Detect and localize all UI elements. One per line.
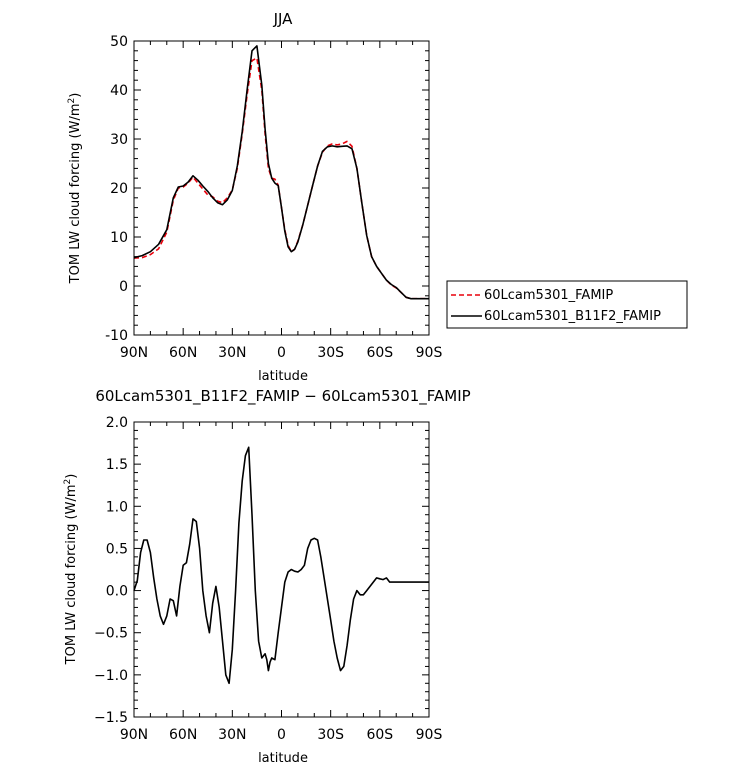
legend-label-famip: 60Lcam5301_FAMIP [484,288,613,303]
y-tick-label: 40 [110,83,128,99]
x-tick-label: 30N [218,727,246,743]
x-tick-label: 90S [416,727,443,743]
legend-label-b11f2: 60Lcam5301_B11F2_FAMIP [484,309,661,324]
y-tick-label: 50 [110,34,128,50]
chart-bottom-ylabel-close: ) [64,474,79,479]
chart-top-xlabel: latitude [258,369,308,384]
y-tick-label: 20 [110,181,128,197]
y-tick-label: 1.5 [106,457,128,473]
y-tick-label: 10 [110,230,128,246]
y-tick-label: −1.5 [94,710,128,726]
chart-bottom-ylabel-sup: 2 [63,479,73,485]
chart-bottom-title: 60Lcam5301_B11F2_FAMIP − 60Lcam5301_FAMI… [95,387,470,406]
series-line-60lcam5301-famip [133,57,429,300]
chart-bottom-ylabel: TOM LW cloud forcing (W/m2) [63,474,79,666]
y-tick-label: -10 [105,328,128,344]
y-tick-label: 2.0 [106,415,128,431]
x-tick-label: 30S [317,727,344,743]
x-tick-label: 0 [277,345,286,361]
chart-top-y-ticks: -10 0 10 20 30 40 50 [105,34,429,344]
series-line-60lcam5301-b11f2-famip [133,45,429,300]
legend: 60Lcam5301_FAMIP 60Lcam5301_B11F2_FAMIP [446,280,688,329]
y-tick-label: 0.0 [106,584,128,600]
chart-bottom-x-ticks: 90N 60N 30N 0 30S 60S 90S [120,422,443,743]
chart-bottom: 60Lcam5301_B11F2_FAMIP − 60Lcam5301_FAMI… [63,387,471,766]
y-tick-label: 1.0 [106,499,128,515]
chart-top-title: JJA [273,10,294,28]
chart-bottom-xlabel: latitude [258,751,308,766]
legend-box [446,280,688,329]
x-tick-label: 60S [366,727,393,743]
chart-top-ylabel: TOM LW cloud forcing (W/m2) [67,93,83,285]
y-tick-label: 30 [110,132,128,148]
chart-top-x-ticks: 90N 60N 30N 0 30S 60S 90S [120,41,443,361]
y-tick-label: 0 [119,279,128,295]
x-tick-label: 90N [120,345,148,361]
y-tick-label: −0.5 [94,626,128,642]
chart-top-ylabel-main: TOM LW cloud forcing (W/m [68,103,83,284]
chart-top-series-group [133,45,429,300]
chart-bottom-frame [133,421,430,718]
y-tick-label: 0.5 [106,541,128,557]
chart-top-ylabel-close: ) [68,93,83,98]
chart-bottom-ylabel-main: TOM LW cloud forcing (W/m [64,484,79,665]
x-tick-label: 30N [218,345,246,361]
x-tick-label: 60N [169,345,197,361]
series-line-difference-0 [133,446,429,685]
x-tick-label: 90N [120,727,148,743]
x-tick-label: 60N [169,727,197,743]
x-tick-label: 0 [277,727,286,743]
chart-bottom-y-ticks: −1.5 −1.0 −0.5 0.0 0.5 1.0 1.5 2.0 [94,415,429,726]
y-tick-label: −1.0 [94,668,128,684]
chart-top-ylabel-sup: 2 [67,98,77,104]
chart-top: JJA -10 0 10 20 30 40 50 90N 60N 30N 0 30S 60S 90S l… [67,10,442,384]
x-tick-label: 30S [317,345,344,361]
x-tick-label: 60S [366,345,393,361]
x-tick-label: 90S [416,345,443,361]
chart-bottom-series-group [133,446,429,685]
